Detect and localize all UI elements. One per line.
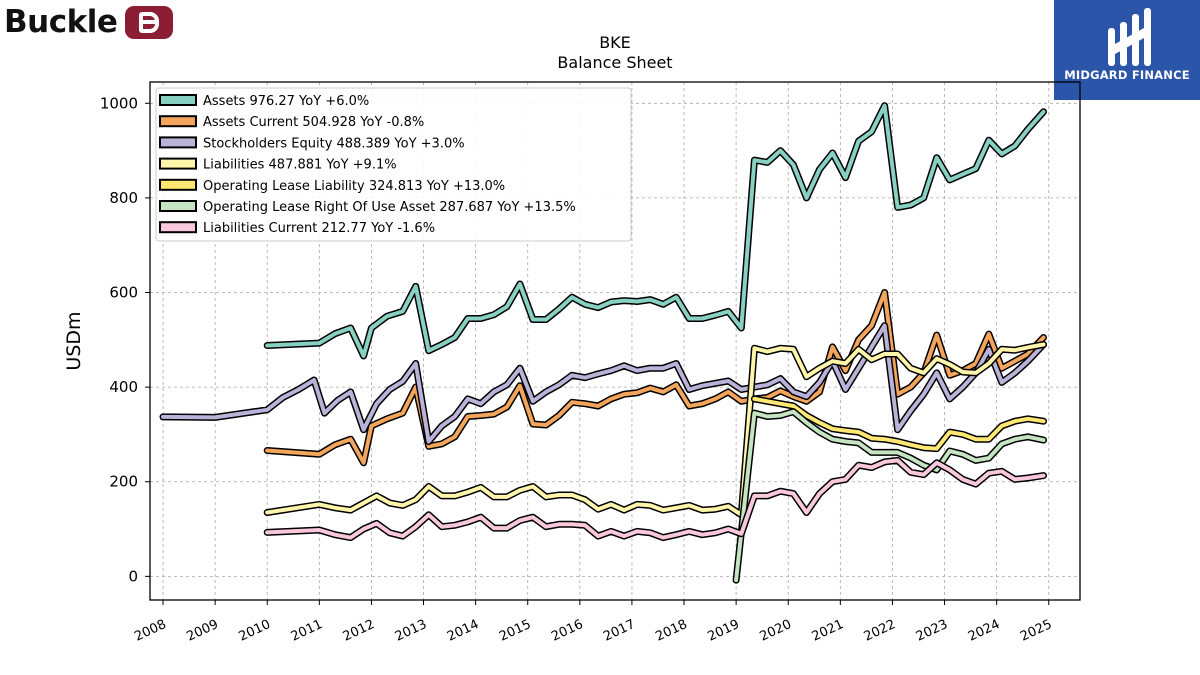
legend-entry: Stockholders Equity 488.389 YoY +3.0% <box>203 136 465 151</box>
legend-swatch <box>159 157 197 170</box>
x-tick-label: 2011 <box>289 617 325 645</box>
y-tick-label: 600 <box>109 284 138 302</box>
series-line-stockholders-equity <box>161 323 1046 444</box>
series-line-assets-current <box>265 290 1046 465</box>
series-line-liabilities-current <box>265 458 1046 540</box>
midgard-finance-badge: MIDGARD FINANCE <box>1054 0 1200 100</box>
legend-swatch <box>159 200 197 212</box>
x-tick-label: 2022 <box>862 617 898 645</box>
x-tick-label: 2009 <box>184 617 220 645</box>
buckle-logo: Buckle <box>4 2 174 42</box>
y-tick-label: 800 <box>109 189 138 207</box>
y-tick-label: 0 <box>128 567 138 585</box>
legend-entry: Liabilities Current 212.77 YoY -1.6% <box>203 221 435 236</box>
x-tick-label: 2013 <box>393 617 429 645</box>
legend-entry: Assets Current 504.928 YoY -0.8% <box>203 115 424 130</box>
x-tick-label: 2012 <box>341 617 377 645</box>
buckle-mark-icon <box>125 5 174 39</box>
legend-entry: Liabilities 487.881 YoY +9.1% <box>203 158 397 173</box>
chart-title: BKE <box>599 33 631 52</box>
series-line-operating-lease-right-of-use-asset <box>734 409 1046 583</box>
series-line-operating-lease-liability <box>752 396 1046 451</box>
legend-swatch <box>159 221 197 234</box>
legend-swatch <box>159 136 197 149</box>
legend-entry: Assets 976.27 YoY +6.0% <box>203 94 369 109</box>
y-tick-label: 200 <box>109 473 138 491</box>
legend: Assets 976.27 YoY +6.0% Assets Current 50… <box>155 87 632 242</box>
x-tick-label: 2015 <box>497 617 533 645</box>
x-tick-label: 2014 <box>445 617 481 645</box>
series-line-assets <box>265 103 1046 358</box>
series-lines <box>159 102 1047 584</box>
x-tick-label: 2020 <box>758 617 794 645</box>
legend-swatch <box>159 94 197 106</box>
legend-entry: Operating Lease Right Of Use Asset 287.6… <box>203 200 576 215</box>
x-tick-label: 2017 <box>601 617 637 645</box>
x-tick-label: 2023 <box>914 617 950 645</box>
x-tick-label: 2021 <box>810 617 846 645</box>
x-tick-label: 2018 <box>653 617 689 645</box>
y-tick-label: 400 <box>109 378 138 396</box>
y-axis-label: USDm <box>63 311 85 370</box>
x-tick-label: 2016 <box>549 617 585 645</box>
publisher-name: MIDGARD FINANCE <box>1064 68 1190 82</box>
brand-name: Buckle <box>4 4 118 40</box>
plot-frame <box>149 81 1081 601</box>
x-tick-label: 2008 <box>132 617 168 645</box>
y-tick-label: 1000 <box>100 94 138 112</box>
legend-entry: Operating Lease Liability 324.813 YoY +1… <box>203 179 505 194</box>
x-tick-label: 2025 <box>1018 617 1054 645</box>
chart-subtitle: Balance Sheet <box>557 53 672 72</box>
x-tick-label: 2024 <box>966 617 1002 645</box>
legend-swatch <box>159 115 197 128</box>
legend-swatch <box>159 178 197 191</box>
x-tick-label: 2019 <box>705 617 741 645</box>
x-tick-label: 2010 <box>237 617 273 645</box>
midgard-logo-icon <box>1108 8 1151 66</box>
legend-box <box>155 87 632 242</box>
series-line-liabilities <box>265 342 1046 517</box>
